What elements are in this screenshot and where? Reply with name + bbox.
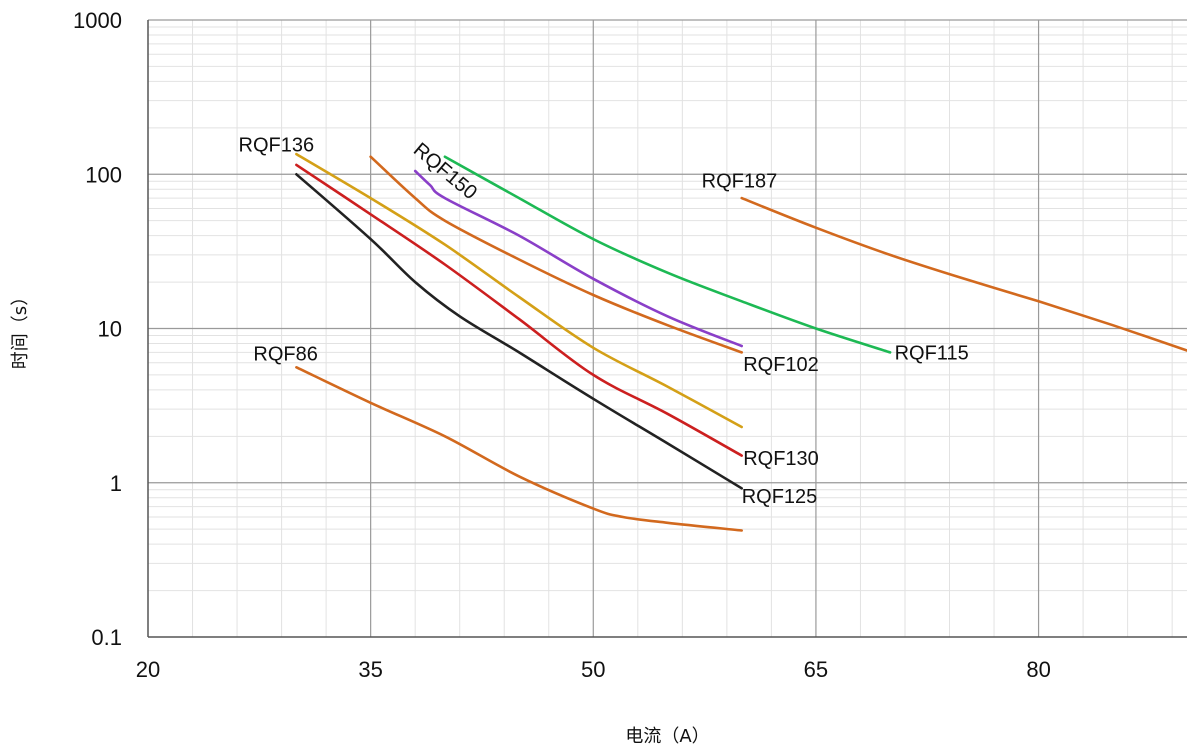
series-line-rqf115 bbox=[443, 155, 892, 354]
series-label-rqf102: RQF102 bbox=[743, 354, 819, 376]
series-label-rqf187: RQF187 bbox=[702, 171, 778, 193]
series-label-rqf136: RQF136 bbox=[239, 135, 315, 157]
x-tick-label: 20 bbox=[136, 657, 160, 682]
x-tick-label: 50 bbox=[581, 657, 605, 682]
grid bbox=[148, 19, 1187, 637]
x-axis-title: 电流（A） bbox=[625, 726, 709, 747]
series-line-rqf102 bbox=[369, 155, 743, 354]
series-lines bbox=[295, 152, 1187, 532]
series-label-rqf86: RQF86 bbox=[253, 344, 317, 366]
series-label-rqf115: RQF115 bbox=[895, 342, 969, 364]
x-tick-label: 65 bbox=[804, 657, 828, 682]
x-tick-label: 35 bbox=[358, 657, 382, 682]
series-line-rqf136 bbox=[295, 152, 743, 429]
series-label-rqf125: RQF125 bbox=[742, 486, 818, 508]
series-line-rqf86 bbox=[295, 366, 743, 532]
y-tick-label: 0.1 bbox=[91, 625, 122, 650]
y-tick-label: 1 bbox=[110, 471, 122, 496]
series-line-rqf150 bbox=[413, 169, 743, 348]
axes bbox=[147, 20, 1187, 638]
series-label-rqf130: RQF130 bbox=[743, 448, 819, 470]
y-tick-label: 100 bbox=[85, 162, 122, 187]
y-axis-title: 时间（s） bbox=[10, 288, 31, 369]
series-line-rqf130 bbox=[295, 163, 743, 457]
x-tick-label: 80 bbox=[1026, 657, 1050, 682]
series-line-rqf187 bbox=[740, 196, 1187, 352]
y-tick-label: 10 bbox=[98, 317, 122, 342]
y-tick-label: 1000 bbox=[73, 8, 122, 33]
tick-labels: 20 35 50 65 80 0.1 1 10 100 1000 bbox=[73, 8, 1051, 682]
series-line-rqf125 bbox=[295, 173, 743, 490]
